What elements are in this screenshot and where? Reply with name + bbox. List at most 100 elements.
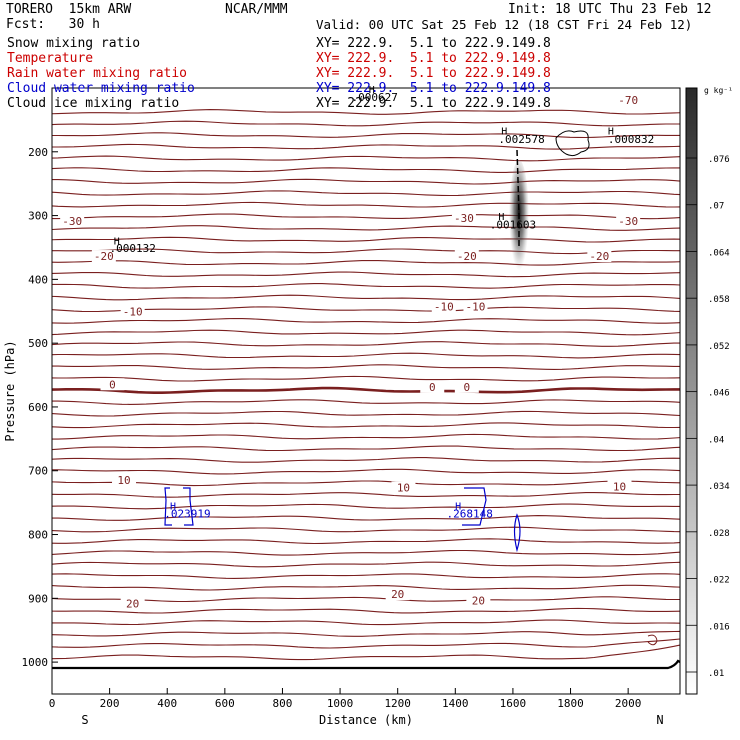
isotherm-label: -10 bbox=[434, 300, 454, 313]
colorbar-tick-label: .022 bbox=[708, 576, 730, 586]
isotherm-label: -70 bbox=[618, 94, 638, 107]
colorbar-tick-label: .034 bbox=[708, 482, 730, 492]
y-tick-label: 600 bbox=[28, 401, 48, 414]
colorbar-tick-label: .076 bbox=[708, 155, 730, 165]
isotherm-label-bg bbox=[112, 473, 137, 486]
x-axis-title: Distance (km) bbox=[319, 713, 413, 727]
isotherm bbox=[52, 306, 680, 313]
isotherm-label: 20 bbox=[126, 598, 139, 611]
isotherm-label-bg bbox=[420, 380, 445, 393]
extremum-value: .001603 bbox=[490, 218, 536, 231]
isotherm bbox=[52, 375, 680, 382]
isotherm-label: -10 bbox=[123, 306, 143, 319]
isotherm bbox=[52, 445, 680, 452]
isotherm-label-bg bbox=[391, 481, 416, 494]
isotherm-label-bg bbox=[607, 480, 632, 493]
legend-temp-name: Temperature bbox=[7, 51, 94, 66]
isotherm-label: -10 bbox=[466, 300, 486, 313]
legend-ice-name: Cloud ice mixing ratio bbox=[7, 96, 180, 111]
isotherm-label-bg bbox=[463, 300, 488, 313]
isotherm bbox=[52, 213, 680, 220]
init-time: Init: 18 UTC Thu 23 Feb 12 bbox=[508, 2, 712, 17]
colorbar-tick-label: .028 bbox=[708, 529, 730, 539]
y-tick-label: 800 bbox=[28, 529, 48, 542]
isotherm bbox=[52, 410, 680, 417]
isotherm bbox=[52, 317, 680, 324]
valid-time: Valid: 00 UTC Sat 25 Feb 12 (18 CST Fri … bbox=[316, 17, 693, 32]
high-marker: H bbox=[369, 85, 375, 96]
extremum-value: .000832 bbox=[608, 133, 654, 146]
x-tick-label: 200 bbox=[100, 697, 120, 710]
isotherm-label: 0 bbox=[464, 381, 471, 394]
isotherm bbox=[52, 271, 680, 278]
high-marker: H bbox=[455, 502, 461, 513]
colorbar-tick-label: .016 bbox=[708, 622, 730, 632]
north-label: N bbox=[656, 713, 663, 727]
ice-contour bbox=[555, 130, 590, 157]
high-marker: H bbox=[114, 236, 120, 247]
isotherm bbox=[52, 538, 680, 545]
isotherm bbox=[52, 433, 680, 440]
extremum-value: .002578 bbox=[498, 133, 544, 146]
y-tick-label: 400 bbox=[28, 273, 48, 286]
isotherm bbox=[52, 329, 680, 336]
high-marker: H bbox=[501, 127, 507, 138]
isotherm bbox=[52, 341, 680, 347]
isotherm bbox=[52, 155, 680, 162]
colorbar-tick-label: .058 bbox=[708, 295, 730, 305]
isotherm-label-bg bbox=[431, 300, 456, 313]
x-tick-label: 1800 bbox=[557, 697, 584, 710]
isotherm bbox=[52, 492, 680, 498]
isotherm bbox=[52, 480, 680, 487]
legend-cloudwater-name: Cloud water mixing ratio bbox=[7, 81, 195, 96]
plot-frame bbox=[51, 87, 681, 695]
isotherm-label: 20 bbox=[391, 588, 404, 601]
legend-temp-xy: XY= 222.9. 5.1 to 222.9.149.8 bbox=[316, 51, 551, 66]
cloud-water-contour-lens bbox=[513, 513, 521, 553]
isotherm bbox=[52, 503, 680, 510]
isotherm bbox=[52, 644, 680, 661]
isotherm bbox=[52, 399, 680, 405]
isotherm bbox=[52, 190, 680, 197]
isotherm bbox=[52, 638, 680, 649]
isotherm bbox=[52, 109, 680, 115]
isotherm-lines bbox=[52, 109, 680, 661]
legend-snow-name: Snow mixing ratio bbox=[7, 36, 141, 51]
isotherm bbox=[52, 584, 680, 591]
isotherm-label: -30 bbox=[618, 215, 638, 228]
ground-surface bbox=[52, 659, 680, 670]
isotherm-label-bg bbox=[100, 378, 125, 391]
y-tick-label: 700 bbox=[28, 465, 48, 478]
isotherm-label: 10 bbox=[613, 480, 626, 493]
legend-ice-xy: XY= 222.9. 5.1 to 222.9.149.8 bbox=[316, 96, 551, 111]
isotherm bbox=[52, 468, 680, 475]
isotherm-label: 10 bbox=[117, 474, 130, 487]
cloud-water-contour-east bbox=[462, 487, 487, 526]
x-tick-label: 0 bbox=[49, 697, 56, 710]
isotherm bbox=[52, 515, 680, 521]
isotherm-label-bg bbox=[451, 211, 476, 224]
isotherm bbox=[52, 294, 680, 301]
y-tick-label: 200 bbox=[28, 146, 48, 159]
isotherm bbox=[52, 236, 680, 243]
isotherm bbox=[52, 619, 680, 626]
isotherm bbox=[52, 457, 680, 463]
isotherm-label-bg bbox=[91, 250, 116, 263]
x-tick-label: 1600 bbox=[500, 697, 527, 710]
isotherm bbox=[52, 132, 680, 139]
x-tick-label: 800 bbox=[273, 697, 293, 710]
extremum-value: .000132 bbox=[109, 242, 155, 255]
x-tick-label: 1400 bbox=[442, 697, 469, 710]
isotherm bbox=[52, 120, 680, 127]
isotherm-label: 0 bbox=[109, 378, 116, 391]
isotherm-label: -20 bbox=[589, 250, 609, 263]
y-tick-label: 1000 bbox=[22, 656, 49, 669]
extremum-value: .023919 bbox=[164, 507, 210, 520]
isotherm-label-bg bbox=[60, 214, 85, 227]
legend-snow-xy: XY= 222.9. 5.1 to 222.9.149.8 bbox=[316, 36, 551, 51]
isotherm bbox=[52, 422, 680, 429]
isotherm bbox=[52, 573, 680, 579]
isotherm bbox=[52, 143, 680, 150]
isotherm-label-bg bbox=[587, 250, 612, 263]
